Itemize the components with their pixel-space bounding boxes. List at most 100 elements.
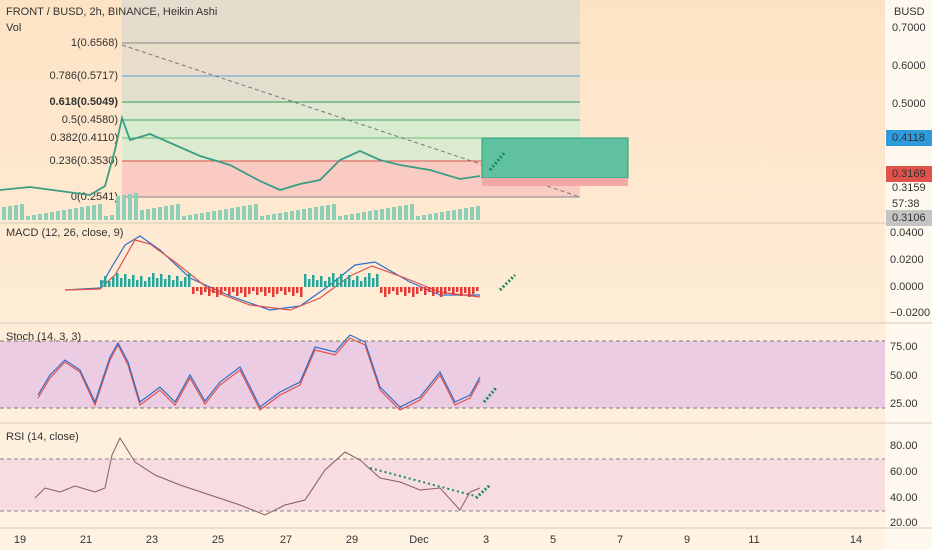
volume-label: Vol bbox=[6, 22, 21, 34]
fib-label: 1(0.6568) bbox=[71, 37, 118, 49]
macd-hist bbox=[296, 287, 299, 293]
macd-hist bbox=[152, 273, 155, 287]
volume-bar bbox=[356, 213, 360, 220]
macd-hist bbox=[456, 287, 459, 292]
volume-bar bbox=[56, 211, 60, 220]
pane-tick: 20.00 bbox=[890, 517, 918, 529]
volume-bar bbox=[350, 214, 354, 220]
macd-hist bbox=[132, 275, 135, 287]
macd-hist bbox=[208, 287, 211, 296]
price-tick: 0.5000 bbox=[892, 98, 926, 110]
volume-bar bbox=[476, 206, 480, 220]
macd-hist bbox=[440, 287, 443, 297]
macd-hist bbox=[388, 287, 391, 294]
volume-bar bbox=[422, 215, 426, 220]
volume-bar bbox=[428, 214, 432, 220]
volume-bar bbox=[458, 209, 462, 220]
volume-bar bbox=[332, 204, 336, 220]
volume-bar bbox=[308, 208, 312, 220]
macd-hist bbox=[332, 273, 335, 287]
signal-line bbox=[64, 239, 481, 311]
fib-top bbox=[122, 0, 580, 43]
macd-hist bbox=[364, 277, 367, 287]
macd-hist bbox=[260, 287, 263, 292]
macd-hist bbox=[420, 287, 423, 291]
volume-bar bbox=[380, 209, 384, 220]
volume-bar bbox=[92, 205, 96, 220]
macd-hist bbox=[472, 287, 475, 294]
volume-bar bbox=[410, 204, 414, 220]
volume-bar bbox=[398, 206, 402, 220]
pane-tick: 0.0400 bbox=[890, 227, 924, 239]
symbol: FRONT / BUSD, 2h, BINANCE, Heikin Ashi bbox=[6, 6, 217, 18]
stoch-k bbox=[37, 334, 481, 408]
macd-hist bbox=[216, 287, 219, 297]
time-tick: 25 bbox=[212, 534, 224, 546]
macd-hist bbox=[468, 287, 471, 297]
volume-bar bbox=[416, 216, 420, 220]
volume-bar bbox=[266, 215, 270, 220]
pane-tick: 60.00 bbox=[890, 466, 918, 478]
volume-bar bbox=[62, 210, 66, 220]
macd-hist bbox=[100, 280, 103, 287]
time-tick: 23 bbox=[146, 534, 158, 546]
macd-hist bbox=[124, 274, 127, 287]
volume-bar bbox=[248, 205, 252, 220]
volume-bar bbox=[116, 196, 120, 220]
macd-hist bbox=[156, 278, 159, 287]
volume-bar bbox=[326, 205, 330, 220]
price-tag bbox=[886, 210, 932, 226]
volume-bar bbox=[128, 194, 132, 220]
volume-bar bbox=[446, 211, 450, 220]
price-tag-label: 57:38 bbox=[892, 198, 920, 210]
fib-band bbox=[122, 43, 580, 76]
fib-label: 0.236(0.3530) bbox=[50, 155, 119, 167]
macd-hist bbox=[396, 287, 399, 295]
pane-label: Stoch (14, 3, 3) bbox=[6, 331, 81, 343]
macd-hist bbox=[116, 273, 119, 287]
macd-hist bbox=[204, 287, 207, 292]
price-tag bbox=[886, 166, 932, 182]
macd-hist bbox=[428, 287, 431, 292]
volume-bar bbox=[68, 209, 72, 220]
currency: BUSD bbox=[894, 6, 925, 18]
macd-hist bbox=[352, 280, 355, 287]
pane-label: RSI (14, close) bbox=[6, 431, 79, 443]
volume-bar bbox=[452, 210, 456, 220]
macd-hist bbox=[308, 279, 311, 287]
volume-bar bbox=[470, 207, 474, 220]
pane-tick: 0.0200 bbox=[890, 254, 924, 266]
rsi-trend bbox=[369, 467, 476, 497]
price-tag bbox=[886, 130, 932, 146]
volume-bar bbox=[272, 214, 276, 220]
price-tag-label: 0.3169 bbox=[892, 168, 926, 180]
volume-bar bbox=[236, 207, 240, 220]
volume-bar bbox=[320, 206, 324, 220]
fib-band bbox=[122, 102, 580, 120]
macd-hist bbox=[444, 287, 447, 294]
macd-hist bbox=[380, 287, 383, 293]
fib-label: 0.5(0.4580) bbox=[62, 114, 118, 126]
volume-bar bbox=[50, 212, 54, 220]
volume-bar bbox=[38, 214, 42, 220]
macd-hist bbox=[368, 273, 371, 287]
macd-hist bbox=[248, 287, 251, 294]
macd-hist bbox=[256, 287, 259, 295]
fib-label: 0.618(0.5049) bbox=[50, 96, 119, 108]
macd-hist bbox=[184, 277, 187, 287]
macd-hist bbox=[264, 287, 267, 296]
volume-bar bbox=[200, 213, 204, 220]
time-tick: 9 bbox=[684, 534, 690, 546]
target-box bbox=[481, 137, 629, 179]
volume-bar bbox=[80, 207, 84, 220]
macd-hist bbox=[112, 277, 115, 287]
macd-hist bbox=[104, 276, 107, 287]
fib-label: 0.382(0.4110) bbox=[50, 132, 118, 144]
macd-hist bbox=[324, 281, 327, 287]
time-tick: 29 bbox=[346, 534, 358, 546]
macd-hist bbox=[280, 287, 283, 291]
pane-tick: −0.0200 bbox=[890, 307, 930, 319]
macd-hist bbox=[108, 281, 111, 287]
volume-bar bbox=[86, 206, 90, 220]
